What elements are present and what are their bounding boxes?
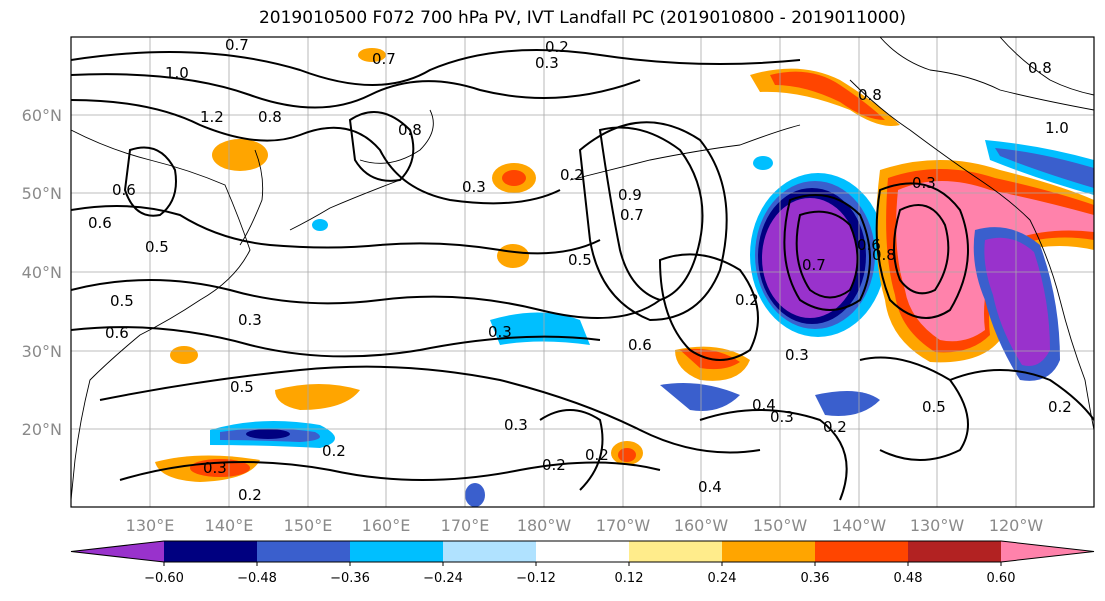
svg-text:0.3: 0.3 [488,323,512,341]
lat-label: 50°N [22,184,62,203]
svg-text:0.8: 0.8 [858,86,882,104]
svg-text:1.2: 1.2 [200,108,224,126]
svg-text:0.8: 0.8 [872,246,896,264]
lon-label: 170°E [441,516,490,535]
svg-text:0.2: 0.2 [585,446,609,464]
colorbar-segment [164,541,258,562]
longitude-labels: 130°E 140°E 150°E 160°E 170°E 180°W 170°… [126,516,1044,535]
colorbar-tick-label: 0.12 [615,571,644,586]
svg-text:0.5: 0.5 [145,238,169,256]
svg-text:0.4: 0.4 [752,396,776,414]
svg-text:0.3: 0.3 [238,311,262,329]
svg-text:0.4: 0.4 [698,478,722,496]
pv-contours [71,49,1094,501]
colorbar-tick-label: −0.36 [330,571,370,586]
svg-text:0.6: 0.6 [112,181,136,199]
svg-text:0.3: 0.3 [462,178,486,196]
svg-text:0.3: 0.3 [535,54,559,72]
lon-label: 130°W [910,516,965,535]
latitude-labels: 60°N 50°N 40°N 30°N 20°N [22,106,62,439]
colorbar-segment [71,541,164,562]
svg-text:0.7: 0.7 [372,50,396,68]
svg-text:0.2: 0.2 [238,486,262,504]
lon-label: 140°W [832,516,887,535]
svg-text:0.7: 0.7 [225,36,249,54]
lat-label: 20°N [22,420,62,439]
svg-text:0.2: 0.2 [322,442,346,460]
colorbar-segment [629,541,723,562]
svg-text:0.2: 0.2 [823,418,847,436]
lon-label: 150°W [753,516,808,535]
svg-text:0.7: 0.7 [620,206,644,224]
svg-text:0.6: 0.6 [105,324,129,342]
lon-label: 160°E [362,516,411,535]
svg-text:0.6: 0.6 [857,236,881,254]
colorbar-segment [443,541,537,562]
svg-text:0.5: 0.5 [230,378,254,396]
svg-text:0.2: 0.2 [545,38,569,56]
contour-labels: 0.7 1.0 1.2 0.8 0.7 0.2 0.3 0.8 0.3 0.6 … [88,36,1072,504]
svg-text:0.2: 0.2 [542,456,566,474]
colorbar-tick-label: 0.36 [801,571,830,586]
svg-text:0.2: 0.2 [1048,398,1072,416]
colorbar-tick-label: −0.12 [516,571,556,586]
colorbar-segment [722,541,816,562]
svg-text:0.5: 0.5 [568,251,592,269]
lat-label: 60°N [22,106,62,125]
lon-label: 150°E [284,516,333,535]
svg-text:0.6: 0.6 [628,336,652,354]
lon-label: 140°E [205,516,254,535]
lon-label: 180°W [517,516,572,535]
svg-text:0.6: 0.6 [88,214,112,232]
colorbar: −0.60 −0.48 −0.36 −0.24 −0.12 0.12 0.24 0.36 0.4… [70,540,1095,586]
svg-text:0.8: 0.8 [258,108,282,126]
svg-text:0.2: 0.2 [560,166,584,184]
colorbar-segment [908,541,1002,562]
svg-text:0.5: 0.5 [922,398,946,416]
svg-text:1.0: 1.0 [165,64,189,82]
colorbar-segment [536,541,630,562]
colorbar-segment [257,541,351,562]
graticule [71,37,1094,507]
colorbar-tick-label: −0.48 [237,571,277,586]
svg-text:0.3: 0.3 [785,346,809,364]
svg-text:0.3: 0.3 [770,408,794,426]
lon-label: 120°W [989,516,1044,535]
lon-label: 160°W [674,516,729,535]
colorbar-tick-label: 0.24 [708,571,737,586]
colorbar-tick-label: 0.48 [894,571,923,586]
lon-label: 170°W [596,516,651,535]
map-title: 2019010500 F072 700 hPa PV, IVT Landfall… [258,8,906,28]
lat-label: 40°N [22,263,62,282]
svg-text:0.3: 0.3 [912,174,936,192]
colorbar-tick-label: 0.60 [987,571,1016,586]
svg-text:0.3: 0.3 [203,459,227,477]
svg-text:0.8: 0.8 [1028,59,1052,77]
lat-label: 30°N [22,342,62,361]
colorbar-tick-label: −0.24 [423,571,463,586]
svg-text:0.9: 0.9 [618,186,642,204]
svg-text:0.3: 0.3 [504,416,528,434]
colorbar-segment [350,541,444,562]
shading-layer [155,48,1094,507]
svg-text:0.7: 0.7 [802,256,826,274]
colorbar-segment [815,541,909,562]
map-frame [70,36,1095,508]
colorbar-tick-label: −0.60 [144,571,184,586]
lon-label: 130°E [126,516,175,535]
colorbar-segment [1001,541,1094,562]
coastlines [71,37,1094,501]
svg-text:0.5: 0.5 [110,292,134,310]
svg-text:1.0: 1.0 [1045,119,1069,137]
svg-text:0.2: 0.2 [735,291,759,309]
svg-text:0.8: 0.8 [398,121,422,139]
